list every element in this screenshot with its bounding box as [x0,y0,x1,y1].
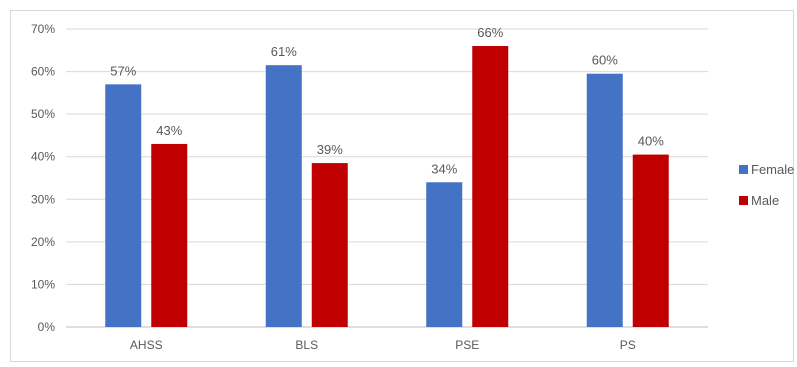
legend-swatch-female [739,165,748,174]
y-tick-label: 30% [31,192,55,206]
bar-female[interactable] [586,73,623,327]
data-label: 57% [110,63,136,78]
bar-male[interactable] [632,154,669,327]
y-tick-label: 10% [31,277,55,291]
x-tick-label: AHSS [130,338,163,352]
data-label: 34% [431,161,457,176]
bar-male[interactable] [311,163,348,327]
y-tick-label: 0% [38,320,56,334]
x-tick-label: PS [620,338,636,352]
data-label: 43% [156,123,182,138]
data-label: 60% [592,53,618,68]
legend-label: Male [751,193,779,208]
x-tick-label: BLS [295,338,318,352]
bar-male[interactable] [472,46,509,328]
y-tick-label: 60% [31,65,55,79]
y-tick-label: 40% [31,150,55,164]
legend-swatch-male [739,196,748,205]
bar-female[interactable] [105,84,142,327]
legend-label: Female [751,162,794,177]
data-label: 61% [271,44,297,59]
bar-female[interactable] [265,65,302,327]
bar-male[interactable] [151,143,188,327]
x-tick-label: PSE [455,338,479,352]
y-tick-label: 70% [31,22,55,36]
data-label: 40% [638,134,664,149]
bar-female[interactable] [426,182,463,327]
y-tick-label: 50% [31,107,55,121]
data-label: 39% [317,142,343,157]
y-tick-label: 20% [31,235,55,249]
data-label: 66% [477,25,503,40]
